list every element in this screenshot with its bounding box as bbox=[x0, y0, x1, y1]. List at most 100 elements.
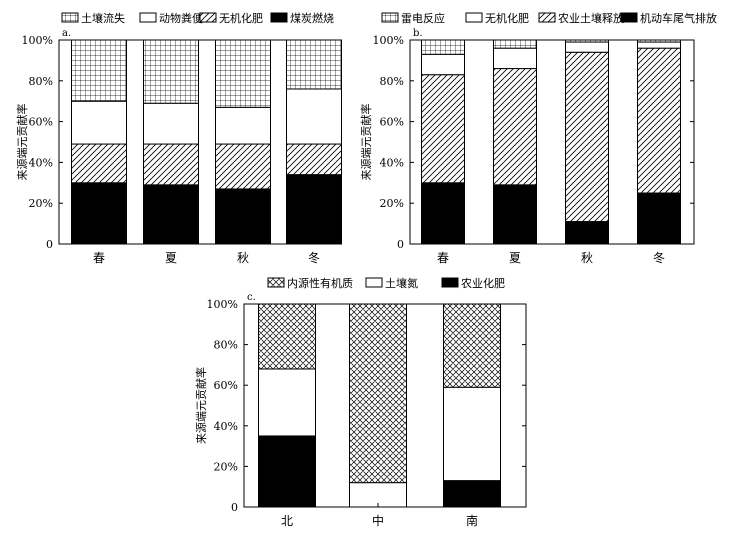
bar-segment bbox=[258, 303, 316, 370]
bar-segment bbox=[421, 39, 465, 55]
y-axis-label: 来源端元贡献率 bbox=[359, 104, 373, 181]
bar-segment bbox=[493, 47, 537, 70]
bar-segment bbox=[215, 39, 271, 108]
legend-swatch bbox=[441, 277, 459, 288]
x-tick-label: 秋 bbox=[237, 251, 249, 265]
bar-segment bbox=[421, 74, 465, 184]
y-tick-label: 60% bbox=[380, 116, 404, 129]
x-tick-label: 冬 bbox=[653, 250, 665, 265]
bar-segment bbox=[286, 143, 342, 176]
bar-segment bbox=[258, 435, 316, 508]
y-tick-label: 80% bbox=[214, 339, 238, 352]
legend-label: 土壤氮 bbox=[385, 276, 418, 290]
legend-swatch bbox=[365, 277, 383, 288]
x-tick-label: 春 bbox=[437, 251, 449, 265]
bar-segment bbox=[143, 39, 199, 104]
bar-segment bbox=[215, 143, 271, 190]
bar-segment bbox=[71, 100, 127, 145]
bar-segment bbox=[421, 53, 465, 76]
panel-label: a. bbox=[62, 28, 71, 39]
bar-segment bbox=[565, 39, 609, 43]
legend-label: 无机化肥 bbox=[219, 11, 263, 25]
charts-layer: 0 20% 40% 60% 80% 100% 来源端元贡献率 a. 春 夏 秋 冬 土壤流失 动物粪便 无机… bbox=[15, 11, 717, 528]
legend-swatch bbox=[139, 12, 157, 23]
x-tick-label: 中 bbox=[372, 513, 384, 528]
bar-segment bbox=[215, 188, 271, 245]
bar-segment bbox=[493, 68, 537, 186]
bar-segment bbox=[286, 39, 342, 90]
legend-swatch bbox=[61, 12, 79, 23]
x-tick-label: 冬 bbox=[308, 250, 320, 265]
plot-frame bbox=[409, 39, 695, 245]
bar-segment bbox=[258, 368, 316, 437]
bar-segment bbox=[493, 184, 537, 245]
legend-label: 煤炭燃烧 bbox=[290, 11, 334, 25]
bar-segment bbox=[443, 303, 501, 388]
bar-segment bbox=[71, 39, 127, 102]
legend-label: 机动车尾气排放 bbox=[640, 11, 717, 25]
legend-label: 农业土壤释放 bbox=[558, 11, 624, 25]
legend-label: 雷电反应 bbox=[401, 11, 445, 25]
bar-segment bbox=[637, 39, 681, 43]
bar-segment bbox=[565, 51, 609, 223]
x-tick-label: 南 bbox=[466, 513, 478, 528]
bar-segment bbox=[286, 174, 342, 245]
legend-label: 动物粪便 bbox=[159, 11, 203, 25]
bar-segment bbox=[143, 102, 199, 145]
bar-segment bbox=[421, 182, 465, 245]
y-tick-label: 20% bbox=[29, 197, 53, 210]
y-axis-label: 来源端元贡献率 bbox=[15, 104, 29, 181]
y-tick-label: 20% bbox=[214, 460, 238, 473]
y-tick-label: 40% bbox=[214, 420, 238, 433]
y-tick-label: 40% bbox=[29, 156, 53, 169]
legend-swatch bbox=[538, 12, 556, 23]
x-tick-label: 秋 bbox=[581, 251, 593, 265]
chart-panel-c: 0 20% 40% 60% 80% 100% 来源端元贡献率 c. 北 中 南 内源性有机质 土壤氮 农业… bbox=[194, 276, 527, 528]
chart-panel-a: 0 20% 40% 60% 80% 100% 来源端元贡献率 a. 春 夏 秋 冬 土壤流失 动物粪便 无机… bbox=[15, 11, 342, 265]
y-tick-label: 80% bbox=[380, 75, 404, 88]
legend-swatch bbox=[270, 12, 288, 23]
x-tick-label: 春 bbox=[93, 251, 105, 265]
x-tick-label: 夏 bbox=[165, 251, 177, 265]
y-tick-label: 40% bbox=[380, 156, 404, 169]
bar-segment bbox=[349, 303, 407, 484]
y-tick-label: 100% bbox=[22, 34, 53, 47]
bar-segment bbox=[443, 386, 501, 482]
legend-label: 农业化肥 bbox=[461, 276, 505, 290]
legend-swatch bbox=[620, 12, 638, 23]
bar-segment bbox=[71, 182, 127, 245]
bar-segment bbox=[637, 47, 681, 194]
y-tick-label: 20% bbox=[380, 197, 404, 210]
legend-label: 土壤流失 bbox=[81, 11, 125, 25]
y-tick-label: 100% bbox=[207, 298, 238, 311]
panel-label: c. bbox=[247, 292, 256, 303]
bar-segment bbox=[637, 192, 681, 245]
legend-swatch bbox=[199, 12, 217, 23]
y-tick-label: 60% bbox=[29, 116, 53, 129]
bar-segment bbox=[143, 184, 199, 245]
y-tick-label: 0 bbox=[397, 238, 404, 251]
bar-segment bbox=[215, 106, 271, 145]
bar-segment bbox=[637, 41, 681, 49]
y-tick-label: 0 bbox=[231, 501, 238, 514]
legend-swatch bbox=[267, 277, 285, 288]
bar-segment bbox=[143, 143, 199, 186]
legend-swatch bbox=[465, 12, 483, 23]
bar-segment bbox=[286, 88, 342, 145]
panel-label: b. bbox=[413, 28, 423, 39]
y-axis-label: 来源端元贡献率 bbox=[194, 367, 208, 444]
legend-label: 无机化肥 bbox=[485, 11, 529, 25]
y-tick-label: 0 bbox=[46, 238, 53, 251]
legend-label: 内源性有机质 bbox=[287, 276, 353, 290]
chart-panel-b: 0 20% 40% 60% 80% 100% 来源端元贡献率 b. 春 夏 秋 冬 雷电反应 无机化肥 农业… bbox=[359, 11, 717, 265]
legend-swatch bbox=[381, 12, 399, 23]
y-tick-label: 100% bbox=[373, 34, 404, 47]
y-tick-label: 80% bbox=[29, 75, 53, 88]
x-tick-label: 夏 bbox=[509, 251, 521, 265]
bar-segment bbox=[493, 39, 537, 49]
x-tick-label: 北 bbox=[281, 514, 293, 528]
bar-segment bbox=[565, 41, 609, 53]
y-tick-label: 60% bbox=[214, 379, 238, 392]
bar-segment bbox=[71, 143, 127, 184]
